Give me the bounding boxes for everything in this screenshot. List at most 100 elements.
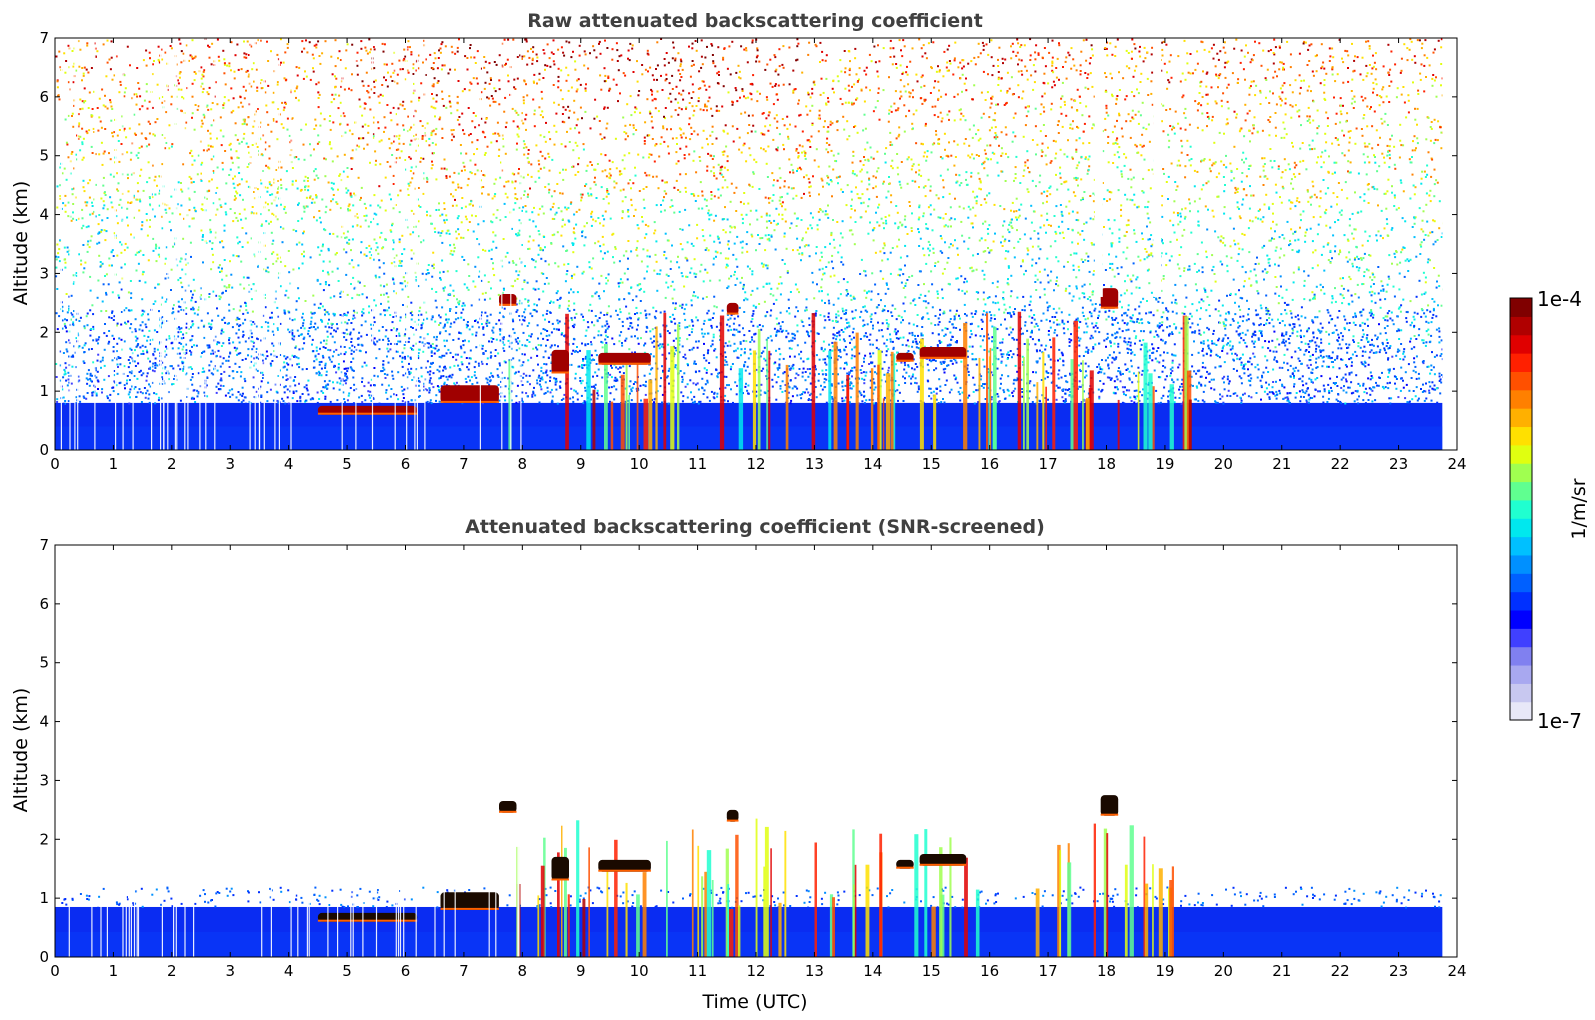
noise-dot bbox=[285, 379, 288, 381]
noise-dot bbox=[714, 65, 717, 68]
noise-dot bbox=[358, 137, 360, 140]
noise-dot bbox=[730, 182, 733, 185]
noise-dot bbox=[1377, 143, 1380, 146]
noise-dot bbox=[1049, 245, 1052, 248]
noise-dot bbox=[864, 374, 867, 377]
noise-dot bbox=[755, 60, 758, 63]
noise-dot bbox=[775, 298, 778, 301]
noise-dot bbox=[1368, 64, 1371, 66]
noise-dot bbox=[796, 170, 798, 172]
noise-dot bbox=[1436, 139, 1439, 142]
noise-dot bbox=[1016, 229, 1018, 232]
noise-dot bbox=[1127, 177, 1130, 180]
noise-dot bbox=[1311, 353, 1314, 356]
noise-dot bbox=[317, 106, 320, 109]
noise-dot bbox=[163, 350, 166, 353]
noise-dot bbox=[268, 157, 271, 160]
noise-dot bbox=[1345, 380, 1348, 383]
noise-dot bbox=[211, 349, 214, 352]
noise-dot bbox=[1172, 354, 1175, 357]
noise-dot bbox=[347, 189, 350, 192]
noise-dot bbox=[402, 397, 405, 399]
noise-dot bbox=[826, 182, 829, 185]
noise-dot bbox=[1072, 295, 1075, 298]
noise-dot bbox=[697, 194, 700, 197]
noise-dot bbox=[343, 115, 346, 118]
noise-dot bbox=[864, 159, 867, 162]
noise-dot bbox=[896, 389, 899, 392]
noise-dot bbox=[846, 290, 849, 293]
noise-dot bbox=[414, 384, 417, 387]
noise-dot bbox=[266, 400, 269, 403]
noise-dot bbox=[177, 88, 180, 91]
noise-dot bbox=[1058, 44, 1061, 47]
noise-dot bbox=[601, 341, 604, 344]
noise-dot bbox=[692, 294, 695, 297]
noise-dot bbox=[1169, 125, 1172, 127]
noise-dot bbox=[526, 94, 529, 97]
noise-dot bbox=[1357, 172, 1360, 175]
noise-dot bbox=[324, 281, 327, 283]
noise-dot bbox=[202, 70, 205, 73]
noise-dot bbox=[462, 129, 464, 132]
noise-dot bbox=[1187, 71, 1190, 74]
noise-dot bbox=[452, 135, 455, 138]
noise-dot bbox=[1280, 285, 1282, 288]
noise-dot bbox=[844, 345, 847, 348]
noise-dot bbox=[954, 239, 956, 242]
noise-dot bbox=[550, 51, 553, 54]
noise-dot bbox=[792, 89, 795, 92]
noise-dot bbox=[778, 358, 781, 361]
noise-dot bbox=[1034, 125, 1037, 128]
noise-dot bbox=[778, 167, 781, 170]
noise-dot bbox=[870, 290, 873, 293]
noise-dot bbox=[395, 157, 398, 160]
noise-dot bbox=[975, 200, 978, 202]
noise-dot bbox=[607, 325, 610, 328]
noise-dot bbox=[1305, 228, 1308, 231]
noise-dot bbox=[1362, 153, 1365, 156]
noise-dot bbox=[295, 156, 298, 158]
noise-dot bbox=[1430, 127, 1433, 130]
noise-dot bbox=[627, 49, 630, 52]
noise-dot bbox=[220, 345, 223, 347]
noise-dot bbox=[431, 142, 434, 144]
noise-dot bbox=[776, 323, 779, 326]
noise-dot bbox=[558, 304, 561, 307]
noise-dot bbox=[297, 203, 299, 206]
noise-dot bbox=[647, 70, 649, 73]
noise-dot bbox=[594, 183, 597, 186]
noise-dot bbox=[426, 178, 429, 181]
noise-dot bbox=[234, 197, 237, 200]
noise-dot bbox=[348, 238, 351, 241]
noise-dot bbox=[888, 76, 890, 79]
noise-dot bbox=[1348, 258, 1351, 261]
noise-dot bbox=[223, 370, 226, 373]
noise-dot bbox=[1406, 59, 1409, 62]
noise-dot bbox=[118, 129, 121, 131]
noise-dot bbox=[488, 82, 491, 85]
noise-dot bbox=[250, 298, 253, 301]
noise-dot bbox=[1116, 386, 1118, 389]
noise-dot bbox=[449, 68, 452, 71]
noise-dot bbox=[495, 216, 498, 219]
noise-dot bbox=[1180, 151, 1183, 154]
noise-dot bbox=[136, 377, 139, 380]
noise-dot bbox=[377, 121, 380, 124]
noise-dot bbox=[1069, 123, 1072, 126]
noise-dot bbox=[1391, 185, 1393, 188]
noise-dot bbox=[1419, 72, 1422, 75]
noise-dot bbox=[512, 208, 515, 211]
noise-dot bbox=[602, 224, 605, 227]
noise-dot bbox=[236, 43, 239, 46]
noise-dot bbox=[820, 286, 823, 289]
noise-dot bbox=[143, 99, 146, 102]
noise-dot bbox=[1241, 297, 1244, 300]
noise-dot bbox=[751, 273, 754, 276]
noise-dot bbox=[431, 130, 434, 133]
noise-dot bbox=[574, 68, 577, 71]
noise-dot bbox=[148, 51, 151, 54]
noise-dot bbox=[1362, 283, 1365, 285]
noise-dot bbox=[362, 137, 365, 140]
noise-dot bbox=[588, 309, 590, 312]
